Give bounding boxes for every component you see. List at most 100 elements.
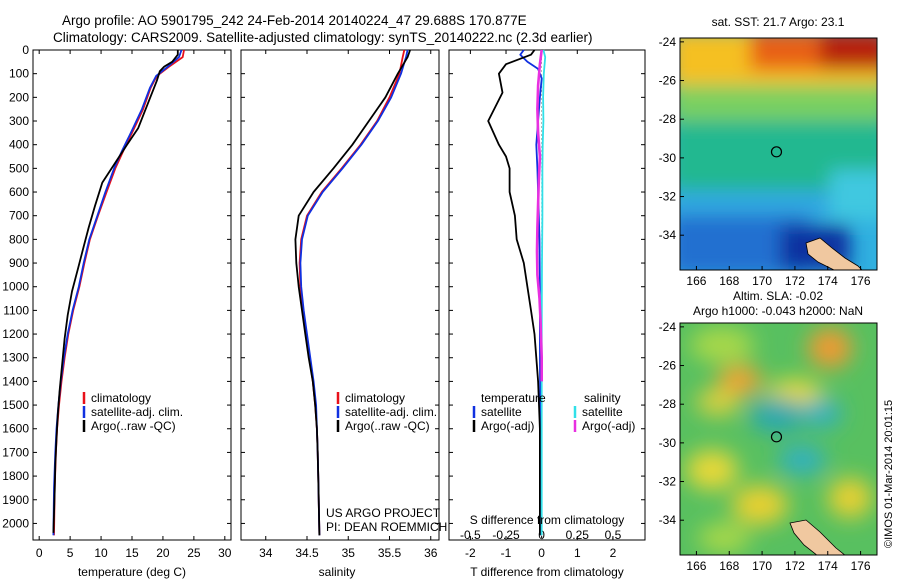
sla-map-title: Altim. SLA: -0.02	[733, 289, 823, 303]
y-tick-label: 700	[9, 209, 29, 223]
difference-xlabel: T difference from climatology	[470, 565, 624, 579]
series-line-1-1	[299, 49, 409, 536]
sla-map-land	[789, 519, 846, 555]
map-y-tick-label: -24	[659, 35, 677, 49]
sst-map-panel: sat. SST: 21.7 Argo: 23.1 166 168 170 172 17…	[659, 15, 878, 288]
map-x-tick-label: 176	[851, 559, 871, 573]
x-tick-label: -1	[501, 546, 512, 560]
x-tick-label: 34.5	[295, 546, 319, 560]
series-line-2-0	[519, 49, 543, 536]
sla-map-axes: 166 168 170 172 174 176 -24 -26 -28 -30 -32 -34	[659, 320, 871, 573]
diff-legend-s-argo: Argo(-adj)	[582, 419, 635, 433]
map-y-tick-label: -30	[659, 436, 677, 450]
map-y-tick-label: -28	[659, 112, 677, 126]
sla-map-float-marker	[770, 431, 783, 443]
y-tick-label: 1000	[2, 280, 29, 294]
map-x-tick-label: 172	[785, 274, 805, 288]
sla-map-frame	[679, 322, 878, 556]
y-tick-label: 900	[9, 256, 29, 270]
salinity-x-axis: 34 34.5 35 35.5 36	[241, 49, 439, 560]
salinity-legend-satellite: satellite-adj. clim.	[345, 405, 437, 419]
series-line-0-0	[53, 49, 185, 536]
salinity-axes-frame	[240, 49, 440, 541]
x-tick-label: 35.5	[378, 546, 402, 560]
sst-map-frame	[679, 37, 878, 271]
salinity-series	[294, 49, 411, 536]
diff-legend-t-satellite: satellite	[481, 405, 522, 419]
map-x-tick-label: 174	[818, 559, 838, 573]
sla-map-panel: Altim. SLA: -0.02 Argo h1000: -0.043 h20…	[659, 289, 878, 573]
series-line-2-3	[535, 49, 544, 382]
map-y-tick-label: -24	[659, 320, 677, 334]
series-line-0-2	[52, 50, 179, 533]
legend-header-salinity: salinity	[584, 391, 621, 405]
y-tick-label: 1600	[2, 422, 29, 436]
legend-header-temperature: temperature	[481, 391, 546, 405]
series-line-1-2	[294, 49, 411, 536]
map-x-tick-label: 170	[752, 274, 772, 288]
header-line-2: Climatology: CARS2009. Satellite-adjuste…	[53, 30, 593, 45]
salinity-diff-tick-label: 0.25	[566, 528, 590, 542]
y-tick-label: 1200	[2, 327, 29, 341]
salinity-diff-tick-label: 0.5	[605, 528, 622, 542]
y-tick-label: 1700	[2, 445, 29, 459]
diff-legend-t-argo: Argo(-adj)	[481, 419, 534, 433]
map-y-tick-label: -32	[659, 190, 677, 204]
temperature-axes-frame	[32, 49, 232, 541]
salinity-diff-tick-label: -0.25	[492, 528, 520, 542]
map-y-tick-label: -32	[659, 475, 677, 489]
sst-map-float-marker	[770, 146, 783, 158]
map-x-tick-label: 166	[686, 274, 706, 288]
diff-legend-s-satellite: satellite	[582, 405, 623, 419]
y-tick-label: 500	[9, 161, 29, 175]
y-tick-label: 0	[22, 43, 29, 57]
temperature-panel: 0 5 10 15 20 25 300100200300400500600700800900…	[2, 43, 232, 579]
sst-map-axes: 166 168 170 172 174 176 -24 -26 -28 -30 -32 -34	[659, 35, 871, 288]
salinity-legend-argo: Argo(..raw -QC)	[345, 419, 430, 433]
salinity-legend-climatology: climatology	[345, 391, 405, 405]
y-tick-label: 1300	[2, 351, 29, 365]
x-tick-label: 1	[574, 546, 581, 560]
y-tick-label: 1900	[2, 493, 29, 507]
map-y-tick-label: -30	[659, 151, 677, 165]
x-tick-label: 0	[36, 546, 43, 560]
series-line-2-1	[487, 49, 541, 536]
x-tick-label: 36	[424, 546, 438, 560]
x-tick-label: 35	[342, 546, 356, 560]
salinity-legend: climatology satellite-adj. clim. Argo(..…	[336, 391, 437, 433]
difference-x-axis: -2 -1 0 1 2-0.5 -0.25 0 0.25 0.5	[449, 49, 645, 560]
temperature-legend-satellite: satellite-adj. clim.	[91, 405, 183, 419]
x-tick-label: 34	[259, 546, 273, 560]
map-x-tick-label: 168	[719, 274, 739, 288]
x-tick-label: -2	[465, 546, 476, 560]
header-line-1: Argo profile: AO 5901795_242 24-Feb-2014…	[62, 13, 527, 28]
y-tick-label: 1100	[3, 303, 29, 317]
y-tick-label: 600	[9, 185, 29, 199]
temperature-xlabel: temperature (deg C)	[78, 565, 186, 579]
salinity-diff-tick-label: -0.5	[460, 528, 481, 542]
difference-legend: temperature salinity satellite Argo(-adj…	[472, 391, 635, 433]
y-tick-label: 400	[9, 138, 29, 152]
salinity-xlabel: salinity	[319, 565, 356, 579]
y-tick-label: 1400	[2, 374, 29, 388]
map-y-tick-label: -34	[659, 228, 677, 242]
map-y-tick-label: -26	[659, 74, 677, 88]
sst-map-land	[805, 237, 863, 270]
map-x-tick-label: 166	[686, 559, 706, 573]
temperature-series	[52, 49, 185, 536]
x-tick-label: 2	[610, 546, 617, 560]
series-line-1-0	[298, 49, 406, 536]
y-tick-label: 1500	[2, 398, 29, 412]
sla-map-image	[680, 323, 877, 555]
y-tick-label: 1800	[2, 469, 29, 483]
depth-axis: 0 5 10 15 20 25 300100200300400500600700800900…	[2, 43, 232, 560]
map-y-tick-label: -26	[659, 359, 677, 373]
map-y-tick-label: -28	[659, 397, 677, 411]
series-line-2-2	[540, 49, 547, 536]
y-tick-label: 100	[9, 67, 29, 81]
y-tick-label: 300	[9, 114, 29, 128]
temperature-legend-argo: Argo(..raw -QC)	[91, 419, 176, 433]
x-tick-label: 15	[125, 546, 139, 560]
temperature-legend-climatology: climatology	[91, 391, 151, 405]
